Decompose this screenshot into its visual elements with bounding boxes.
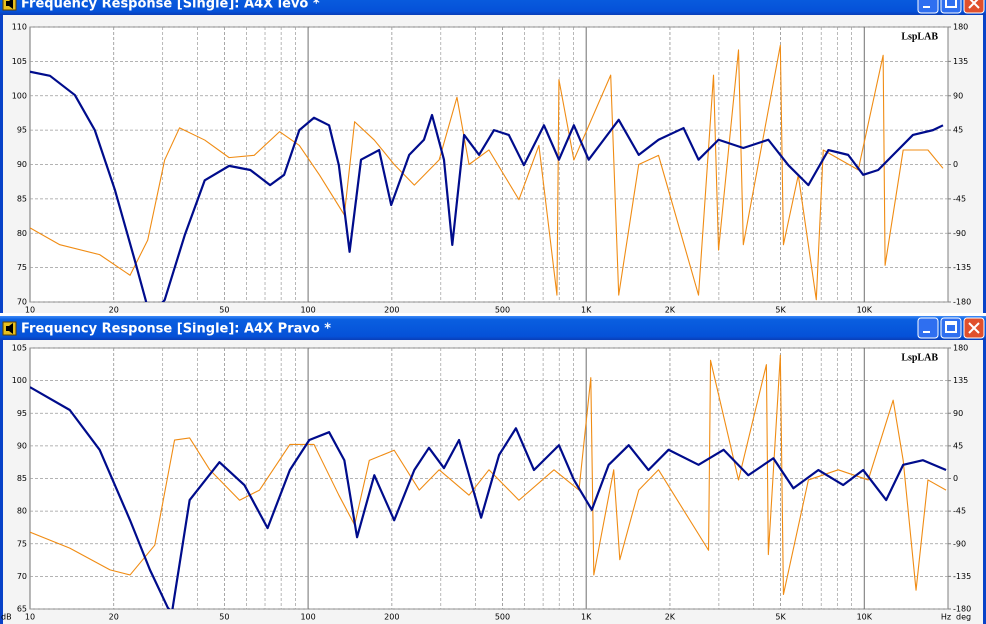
y-tick-label: 85 xyxy=(17,194,27,203)
y2-tick-label: -45 xyxy=(953,194,966,203)
y-axis-label: dB xyxy=(1,613,12,622)
y2-tick-label: -90 xyxy=(953,229,966,238)
x-tick-label: 10 xyxy=(25,306,35,315)
y-tick-label: 105 xyxy=(12,344,27,353)
y2-axis-label: deg xyxy=(956,613,971,622)
x-tick-label: 50 xyxy=(219,306,229,315)
x-tick-label: 200 xyxy=(384,306,399,315)
y2-tick-label: 135 xyxy=(953,57,968,66)
x-tick-label: 1K xyxy=(581,613,592,622)
minimize-button[interactable] xyxy=(917,317,939,339)
watermark: LspLAB xyxy=(901,31,938,42)
y-tick-label: 80 xyxy=(17,507,27,516)
y-tick-label: 95 xyxy=(17,409,27,418)
y-tick-label: 100 xyxy=(12,91,27,100)
magnitude-line xyxy=(30,70,944,302)
window-icon-glyph xyxy=(6,0,13,9)
y-tick-label: 85 xyxy=(17,474,27,483)
plot-lines xyxy=(30,354,947,609)
y2-tick-label: 180 xyxy=(953,23,968,32)
y-tick-label: 75 xyxy=(17,539,27,548)
y2-tick-label: -45 xyxy=(953,507,966,516)
y-tick-label: 70 xyxy=(17,298,27,307)
magnitude-line xyxy=(30,386,947,609)
x-tick-label: 20 xyxy=(109,306,119,315)
x-tick-label: 5K xyxy=(775,306,786,315)
x-tick-label: 2K xyxy=(665,613,676,622)
y-tick-label: 65 xyxy=(17,605,27,614)
phase-line xyxy=(30,354,947,596)
plot-lines xyxy=(30,44,944,302)
close-button-glyph xyxy=(968,0,980,9)
y-tick-label: 100 xyxy=(12,376,27,385)
x-tick-label: 500 xyxy=(495,306,510,315)
x-tick-label: 10K xyxy=(857,613,873,622)
y2-tick-label: 90 xyxy=(953,409,963,418)
window-icon-glyph xyxy=(6,323,13,334)
y-tick-label: 90 xyxy=(17,441,27,450)
y2-tick-label: 90 xyxy=(953,91,963,100)
y-tick-label: 95 xyxy=(17,126,27,135)
y-tick-label: 80 xyxy=(17,229,27,238)
y2-tick-label: 45 xyxy=(953,441,963,450)
y-tick-label: 105 xyxy=(12,57,27,66)
x-tick-label: 1K xyxy=(581,306,592,315)
title-bar xyxy=(0,0,986,15)
x-tick-label: 10 xyxy=(25,613,35,622)
watermark: LspLAB xyxy=(901,352,938,363)
phase-line xyxy=(30,44,944,301)
close-button-glyph xyxy=(968,322,980,334)
title-bar xyxy=(0,316,986,340)
y-tick-label: 75 xyxy=(17,263,27,272)
y2-tick-label: -180 xyxy=(953,605,971,614)
x-tick-label: 5K xyxy=(775,613,786,622)
x-axis-label: Hz xyxy=(941,613,951,622)
y2-tick-label: 180 xyxy=(953,344,968,353)
y2-tick-label: -135 xyxy=(953,263,971,272)
y-tick-label: 90 xyxy=(17,160,27,169)
x-tick-label: 20 xyxy=(109,613,119,622)
x-tick-label: 100 xyxy=(300,613,315,622)
x-tick-label: 500 xyxy=(495,613,510,622)
y2-tick-label: -135 xyxy=(953,572,971,581)
y2-tick-label: -90 xyxy=(953,539,966,548)
y2-tick-label: 0 xyxy=(953,160,958,169)
window: Frequency Response [Single]: A4X levo * 1… xyxy=(0,0,986,315)
y2-tick-label: 135 xyxy=(953,376,968,385)
y2-tick-label: -180 xyxy=(953,298,971,307)
x-tick-label: 50 xyxy=(219,613,229,622)
x-tick-label: 2K xyxy=(665,306,676,315)
close-button[interactable] xyxy=(963,0,985,14)
x-tick-label: 100 xyxy=(300,306,315,315)
x-tick-label: 200 xyxy=(384,613,399,622)
maximize-button-glyph xyxy=(945,0,957,8)
window: Frequency Response [Single]: A4X Pravo *… xyxy=(0,316,986,624)
y-tick-label: 110 xyxy=(12,23,27,32)
y2-tick-label: 0 xyxy=(953,474,958,483)
window-title: Frequency Response [Single]: A4X levo * xyxy=(21,0,320,12)
maximize-button-glyph xyxy=(945,321,957,333)
window-title: Frequency Response [Single]: A4X Pravo * xyxy=(21,322,331,337)
y-tick-label: 70 xyxy=(17,572,27,581)
x-tick-label: 10K xyxy=(857,306,873,315)
y2-tick-label: 45 xyxy=(953,126,963,135)
